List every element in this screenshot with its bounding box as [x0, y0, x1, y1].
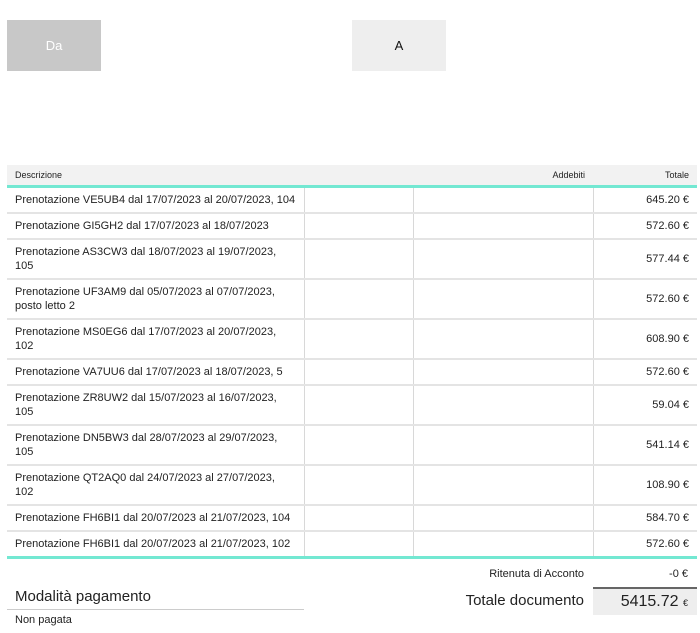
row-total: 584.70 € [592, 504, 697, 532]
col-totale: Totale [593, 165, 697, 188]
row-description: Prenotazione DN5BW3 dal 28/07/2023 al 29… [7, 424, 304, 466]
from-label: Da [45, 38, 63, 53]
payment-title: Modalità pagamento [7, 585, 304, 610]
row-description: Prenotazione AS3CW3 dal 18/07/2023 al 19… [7, 238, 304, 280]
table-row: Prenotazione UF3AM9 dal 05/07/2023 al 07… [7, 278, 697, 320]
col-descrizione: Descrizione [7, 165, 304, 188]
row-total: 608.90 € [592, 318, 697, 360]
row-empty [303, 278, 413, 320]
row-empty [303, 464, 413, 506]
to-label: A [394, 38, 404, 53]
row-addebiti [412, 504, 593, 532]
row-empty [303, 504, 413, 532]
payment-section: Modalità pagamento Non pagata [7, 585, 304, 630]
row-empty [303, 212, 413, 240]
total-label: Totale documento [465, 592, 584, 609]
total-row: Totale documento 5415.72 € [304, 586, 697, 615]
table-row: Prenotazione ZR8UW2 dal 15/07/2023 al 16… [7, 384, 697, 426]
table-row: Prenotazione FH6BI1 dal 20/07/2023 al 21… [7, 530, 697, 559]
table-row: Prenotazione AS3CW3 dal 18/07/2023 al 19… [7, 238, 697, 280]
ritenuta-value: -0 € [669, 567, 688, 580]
row-total: 577.44 € [592, 238, 697, 280]
to-box: A [352, 20, 446, 71]
row-empty [303, 358, 413, 386]
row-empty [303, 238, 413, 280]
row-description: Prenotazione VA7UU6 dal 17/07/2023 al 18… [7, 358, 304, 386]
row-total: 541.14 € [592, 424, 697, 466]
row-total: 572.60 € [592, 358, 697, 386]
row-addebiti [412, 530, 593, 559]
row-empty [303, 530, 413, 559]
row-addebiti [412, 318, 593, 360]
row-addebiti [412, 424, 593, 466]
table-row: Prenotazione DN5BW3 dal 28/07/2023 al 29… [7, 424, 697, 466]
row-description: Prenotazione QT2AQ0 dal 24/07/2023 al 27… [7, 464, 304, 506]
table-row: Prenotazione GI5GH2 dal 17/07/2023 al 18… [7, 212, 697, 240]
ritenuta-label: Ritenuta di Acconto [489, 567, 584, 580]
from-box: Da [7, 20, 101, 71]
row-total: 572.60 € [592, 530, 697, 559]
row-empty [303, 186, 413, 214]
row-addebiti [412, 238, 593, 280]
row-addebiti [412, 186, 593, 214]
summary-section: Modalità pagamento Non pagata Ritenuta d… [7, 565, 697, 630]
row-description: Prenotazione MS0EG6 dal 17/07/2023 al 20… [7, 318, 304, 360]
total-currency: € [682, 597, 688, 608]
row-addebiti [412, 278, 593, 320]
totals-section: Ritenuta di Acconto -0 € Totale document… [304, 565, 697, 630]
row-description: Prenotazione ZR8UW2 dal 15/07/2023 al 16… [7, 384, 304, 426]
col-empty [304, 165, 413, 188]
row-total: 59.04 € [592, 384, 697, 426]
row-description: Prenotazione GI5GH2 dal 17/07/2023 al 18… [7, 212, 304, 240]
row-description: Prenotazione UF3AM9 dal 05/07/2023 al 07… [7, 278, 304, 320]
row-total: 572.60 € [592, 278, 697, 320]
row-empty [303, 424, 413, 466]
ritenuta-row: Ritenuta di Acconto -0 € [304, 565, 697, 583]
table-row: Prenotazione FH6BI1 dal 20/07/2023 al 21… [7, 504, 697, 532]
invoice-content: Descrizione Addebiti Totale Prenotazione… [7, 165, 697, 630]
col-addebiti: Addebiti [413, 165, 593, 188]
row-total: 645.20 € [592, 186, 697, 214]
row-description: Prenotazione FH6BI1 dal 20/07/2023 al 21… [7, 504, 304, 532]
row-total: 108.90 € [592, 464, 697, 506]
row-empty [303, 318, 413, 360]
row-total: 572.60 € [592, 212, 697, 240]
table-row: Prenotazione VA7UU6 dal 17/07/2023 al 18… [7, 358, 697, 386]
row-addebiti [412, 384, 593, 426]
table-row: Prenotazione MS0EG6 dal 17/07/2023 al 20… [7, 318, 697, 360]
table-row: Prenotazione QT2AQ0 dal 24/07/2023 al 27… [7, 464, 697, 506]
row-empty [303, 384, 413, 426]
row-addebiti [412, 464, 593, 506]
total-value: 5415.72 [620, 592, 679, 610]
row-addebiti [412, 358, 593, 386]
table-row: Prenotazione VE5UB4 dal 17/07/2023 al 20… [7, 186, 697, 214]
row-description: Prenotazione VE5UB4 dal 17/07/2023 al 20… [7, 186, 304, 214]
total-box: 5415.72 € [593, 586, 697, 615]
payment-status: Non pagata [15, 613, 72, 626]
row-addebiti [412, 212, 593, 240]
items-table: Descrizione Addebiti Totale Prenotazione… [7, 165, 697, 559]
row-description: Prenotazione FH6BI1 dal 20/07/2023 al 21… [7, 530, 304, 559]
